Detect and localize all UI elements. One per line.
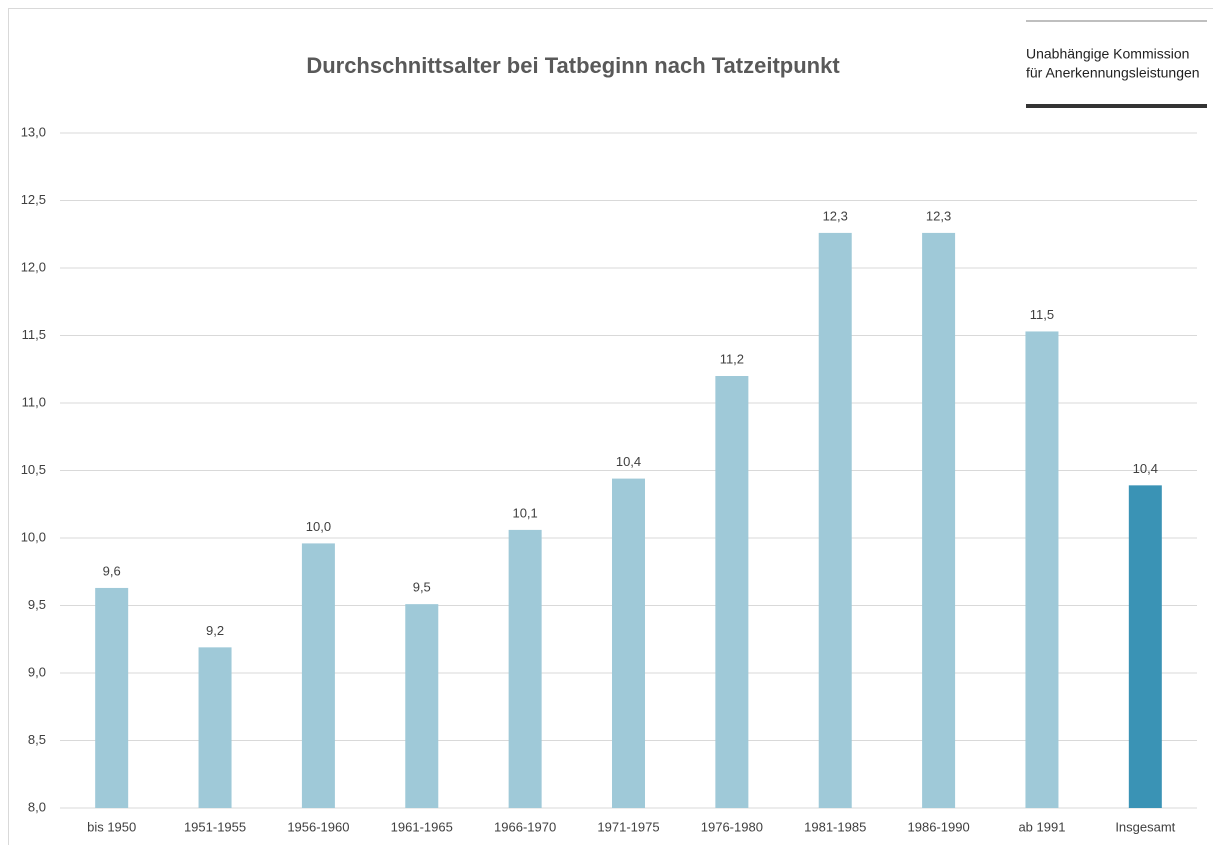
- data-label: 9,5: [413, 580, 431, 595]
- x-tick-label: ab 1991: [1018, 819, 1065, 834]
- y-tick-label: 9,5: [28, 597, 46, 612]
- x-tick-label: 1986-1990: [908, 819, 970, 834]
- logo-line: Unabhängige Kommission: [1026, 46, 1189, 62]
- bar: [198, 647, 232, 808]
- bar: [508, 529, 542, 808]
- bar: [922, 232, 956, 808]
- chart-title: Durchschnittsalter bei Tatbeginn nach Ta…: [306, 53, 840, 78]
- x-tick-label: 1981-1985: [804, 819, 866, 834]
- x-tick-label: 1956-1960: [287, 819, 349, 834]
- x-tick-label: 1961-1965: [391, 819, 453, 834]
- data-label: 10,1: [512, 505, 537, 520]
- data-label: 9,2: [206, 623, 224, 638]
- x-tick-label: Insgesamt: [1115, 819, 1175, 834]
- logo-line: für Anerkennungsleistungen: [1026, 65, 1200, 81]
- bar: [95, 587, 129, 808]
- bar: [818, 232, 852, 808]
- data-label: 12,3: [926, 208, 951, 223]
- y-tick-label: 9,0: [28, 664, 46, 679]
- data-label: 12,3: [823, 208, 848, 223]
- y-tick-label: 8,5: [28, 732, 46, 747]
- data-label: 11,5: [1030, 307, 1054, 322]
- y-tick-label: 10,5: [21, 462, 46, 477]
- bar: [301, 543, 335, 808]
- x-tick-label: 1966-1970: [494, 819, 556, 834]
- x-tick-label: 1951-1955: [184, 819, 246, 834]
- y-tick-label: 12,0: [21, 259, 46, 274]
- x-tick-label: bis 1950: [87, 819, 136, 834]
- y-tick-label: 11,5: [22, 327, 46, 342]
- chart-border: [8, 8, 1213, 845]
- y-tick-label: 10,0: [21, 529, 46, 544]
- x-tick-label: 1971-1975: [597, 819, 659, 834]
- bar: [1128, 485, 1162, 808]
- data-label: 9,6: [103, 563, 121, 578]
- data-label: 10,4: [616, 454, 641, 469]
- data-label: 10,0: [306, 519, 331, 534]
- y-tick-label: 11,0: [22, 394, 46, 409]
- y-tick-label: 8,0: [28, 799, 46, 814]
- y-tick-label: 12,5: [21, 192, 46, 207]
- data-label: 11,2: [720, 351, 744, 366]
- x-tick-label: 1976-1980: [701, 819, 763, 834]
- bar: [1025, 331, 1059, 808]
- bar: [612, 478, 645, 808]
- bar: [405, 604, 439, 808]
- data-label: 10,4: [1133, 461, 1158, 476]
- y-tick-label: 13,0: [21, 124, 46, 139]
- bar: [715, 376, 749, 808]
